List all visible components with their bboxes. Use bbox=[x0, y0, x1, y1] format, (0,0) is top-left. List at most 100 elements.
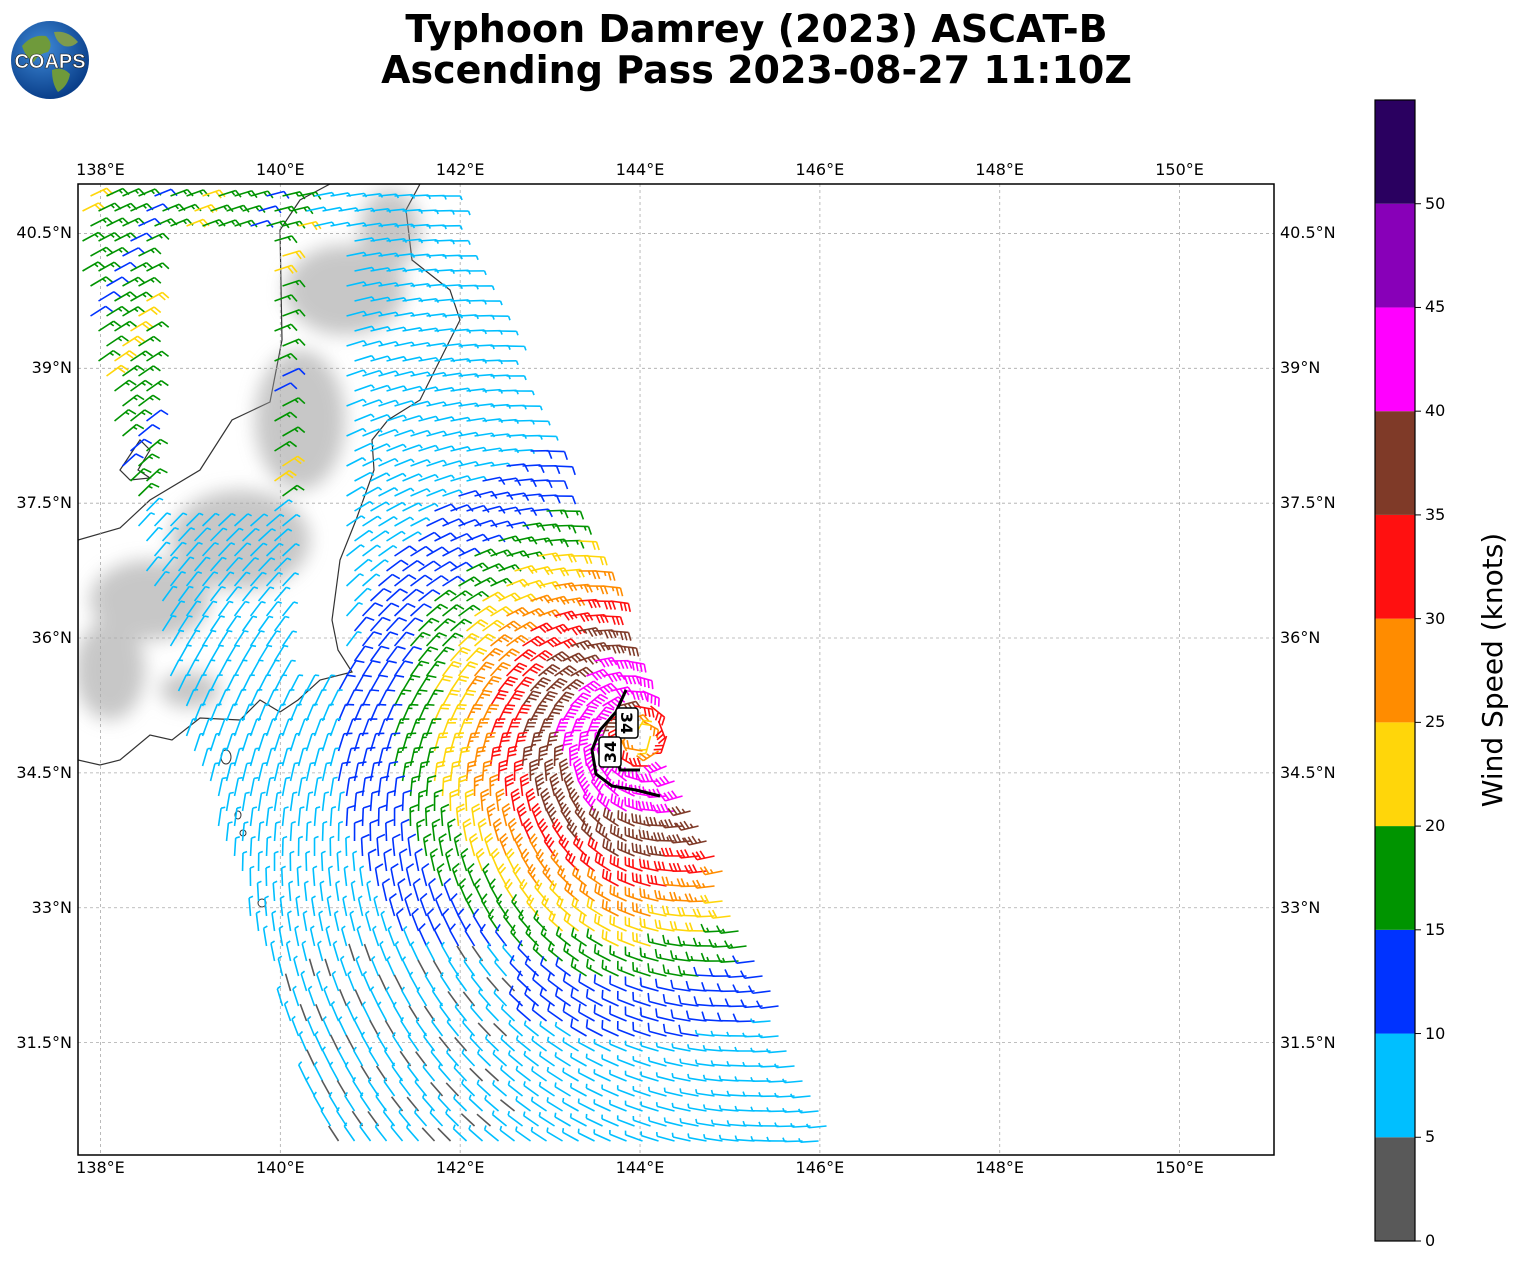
wind-barb bbox=[138, 306, 162, 317]
wind-barb bbox=[782, 1078, 803, 1084]
wind-barb bbox=[687, 1044, 707, 1052]
wind-barb bbox=[233, 836, 241, 857]
wind-barb bbox=[701, 1011, 723, 1022]
wind-barb bbox=[369, 674, 389, 692]
wind-barb bbox=[299, 1003, 308, 1022]
wind-barb bbox=[177, 556, 195, 572]
wind-barb bbox=[750, 1136, 771, 1142]
wind-barb bbox=[186, 189, 210, 197]
wind-barb bbox=[400, 1016, 412, 1037]
wind-barb bbox=[594, 600, 617, 610]
wind-barb bbox=[137, 512, 156, 527]
wind-barb bbox=[442, 460, 464, 467]
wind-barb bbox=[169, 629, 185, 647]
wind-barb bbox=[90, 246, 114, 257]
wind-barb bbox=[663, 1117, 683, 1127]
wind-barb bbox=[353, 616, 375, 632]
wind-barb bbox=[467, 862, 476, 887]
wind-barb bbox=[609, 1069, 627, 1082]
wind-barb bbox=[378, 399, 399, 407]
wind-barb bbox=[327, 865, 333, 887]
wind-barb bbox=[424, 971, 436, 992]
wind-barb bbox=[531, 802, 542, 827]
wind-barb bbox=[273, 557, 292, 572]
wind-barb bbox=[426, 459, 447, 467]
colorbar-bin bbox=[1375, 411, 1415, 515]
colorbar-tick-label: 20 bbox=[1425, 816, 1446, 836]
wind-barb bbox=[647, 992, 667, 1007]
wind-barb bbox=[546, 651, 570, 662]
colorbar-bin bbox=[1375, 514, 1415, 619]
lat-tick-label-right: 34.5°N bbox=[1280, 762, 1336, 782]
wind-barb bbox=[378, 974, 388, 992]
wind-barb bbox=[370, 530, 390, 542]
wind-barb bbox=[241, 527, 260, 542]
wind-barb bbox=[351, 1110, 364, 1127]
wind-barb bbox=[514, 649, 537, 662]
wind-barb bbox=[490, 549, 514, 558]
wind-barb bbox=[519, 773, 530, 797]
wind-barb bbox=[578, 680, 601, 694]
wind-barb bbox=[601, 899, 619, 917]
wind-barb bbox=[510, 788, 521, 812]
wind-barb bbox=[443, 877, 452, 902]
wind-barb bbox=[516, 970, 532, 992]
wind-barb bbox=[393, 804, 403, 827]
wind-barb bbox=[481, 647, 504, 662]
wind-barb bbox=[484, 832, 494, 857]
wind-barb bbox=[353, 645, 374, 662]
wind-barb bbox=[402, 531, 422, 542]
wind-barb bbox=[442, 575, 466, 587]
wind-barb bbox=[277, 955, 284, 977]
wind-barb bbox=[523, 1020, 540, 1037]
wind-barb bbox=[449, 923, 460, 947]
wind-barb bbox=[353, 761, 367, 782]
wind-barb bbox=[651, 775, 675, 788]
wind-barb bbox=[217, 512, 236, 527]
wind-barb bbox=[377, 804, 388, 827]
wind-barb bbox=[539, 986, 556, 1007]
wind-barb bbox=[421, 1093, 436, 1112]
island-sado bbox=[119, 439, 152, 481]
wind-barb bbox=[370, 955, 380, 977]
wind-barb bbox=[193, 644, 208, 662]
wind-barb bbox=[541, 895, 556, 917]
wind-barb bbox=[450, 561, 474, 572]
wind-barb bbox=[489, 774, 499, 797]
wind-barb bbox=[274, 352, 298, 362]
wind-barb bbox=[593, 1038, 611, 1052]
wind-barb bbox=[385, 645, 406, 662]
wind-barb bbox=[394, 487, 415, 497]
wind-barb bbox=[468, 832, 479, 857]
wind-barb bbox=[289, 762, 299, 782]
wind-barb bbox=[586, 585, 609, 595]
wind-barb bbox=[282, 397, 306, 407]
wind-barb bbox=[655, 1072, 675, 1082]
wind-barb bbox=[370, 443, 391, 452]
colorbar-tick-label: 5 bbox=[1425, 1127, 1436, 1147]
wind-barb bbox=[494, 958, 508, 977]
wind-barb bbox=[497, 759, 508, 782]
wind-barb bbox=[546, 480, 569, 490]
wind-barb bbox=[272, 880, 278, 902]
wind-barb bbox=[433, 923, 444, 947]
wind-barb bbox=[122, 394, 145, 407]
wind-barb bbox=[545, 731, 559, 752]
wind-barb bbox=[417, 674, 437, 692]
wind-barb bbox=[257, 644, 273, 662]
wind-barb bbox=[790, 1093, 811, 1099]
wind-barb bbox=[329, 688, 343, 707]
colorbar bbox=[1375, 100, 1421, 1242]
wind-barb bbox=[643, 761, 667, 774]
wind-barb bbox=[257, 557, 276, 572]
wind-barb bbox=[679, 1058, 699, 1067]
wind-barb bbox=[457, 632, 480, 647]
colorbar-bin bbox=[1375, 203, 1415, 308]
wind-barb bbox=[442, 604, 465, 617]
wind-barb bbox=[280, 865, 286, 887]
wind-barb bbox=[122, 335, 145, 347]
wind-barb bbox=[513, 759, 524, 782]
wind-barb bbox=[321, 703, 334, 722]
wind-barb bbox=[516, 802, 527, 827]
wind-barb bbox=[639, 917, 659, 932]
